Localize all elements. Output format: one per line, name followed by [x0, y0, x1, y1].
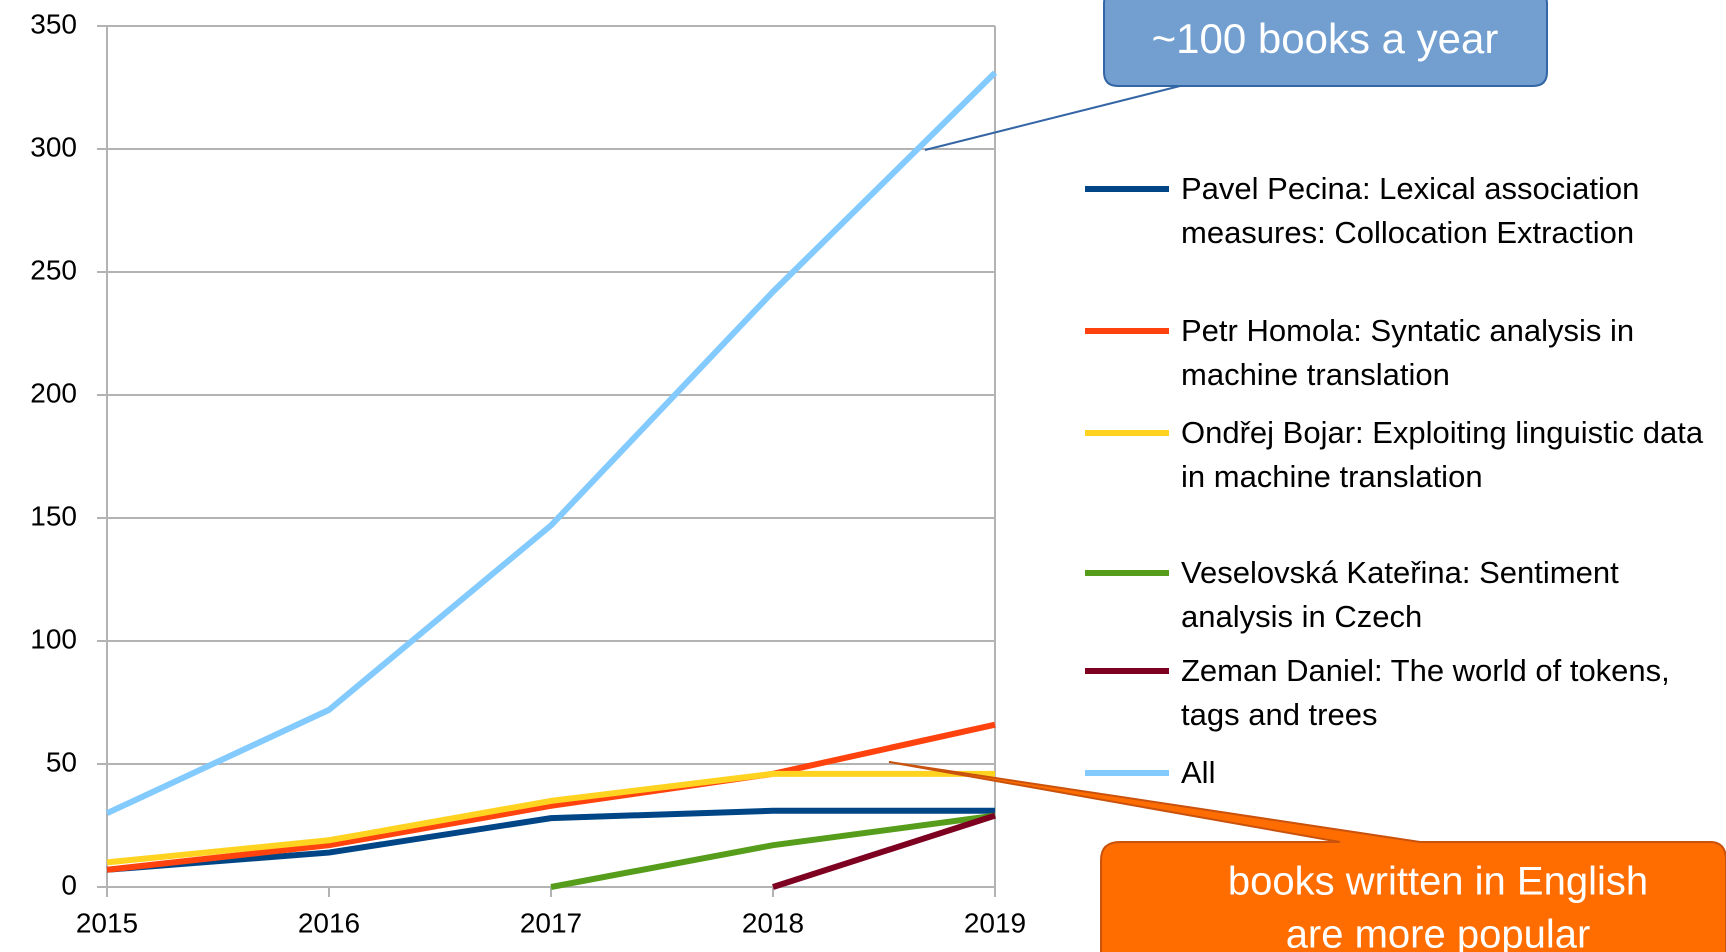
- legend-label: Pavel Pecina: Lexical association measur…: [1181, 171, 1640, 250]
- annotation: are more popular: [1286, 913, 1591, 952]
- legend-label: Ondřej Bojar: Exploiting linguistic data…: [1181, 415, 1704, 494]
- series-line: [550, 812, 996, 890]
- x-tick-label: 2018: [742, 907, 804, 938]
- annotation: ~100 books a year: [1152, 15, 1499, 62]
- annotation: books written in English: [1228, 860, 1648, 904]
- x-tick-label: 2019: [964, 907, 1026, 938]
- series-line: [105, 70, 998, 816]
- callout-box: [924, 0, 1548, 151]
- series-line: [772, 812, 996, 890]
- x-tick-label: 2015: [76, 907, 138, 938]
- series-line: [106, 721, 996, 873]
- y-tick-label: 300: [30, 131, 77, 162]
- series-line: [106, 770, 995, 866]
- legend-label: Zeman Daniel: The world of tokens, tags …: [1181, 653, 1670, 732]
- x-tick-label: 2017: [520, 907, 582, 938]
- legend-label: All: [1181, 755, 1216, 790]
- y-tick-label: 0: [61, 869, 77, 900]
- y-tick-label: 150: [30, 500, 77, 531]
- legend-label: Petr Homola: Syntatic analysis in machin…: [1181, 313, 1635, 392]
- y-tick-label: 350: [30, 8, 77, 39]
- y-tick-label: 250: [30, 254, 77, 285]
- legend-label: Veselovská Kateřina: Sentiment analysis …: [1181, 555, 1619, 634]
- series-line: [106, 807, 995, 873]
- y-tick-label: 50: [46, 746, 77, 777]
- y-tick-label: 100: [30, 623, 77, 654]
- y-tick-label: 200: [30, 377, 77, 408]
- x-tick-label: 2016: [298, 907, 360, 938]
